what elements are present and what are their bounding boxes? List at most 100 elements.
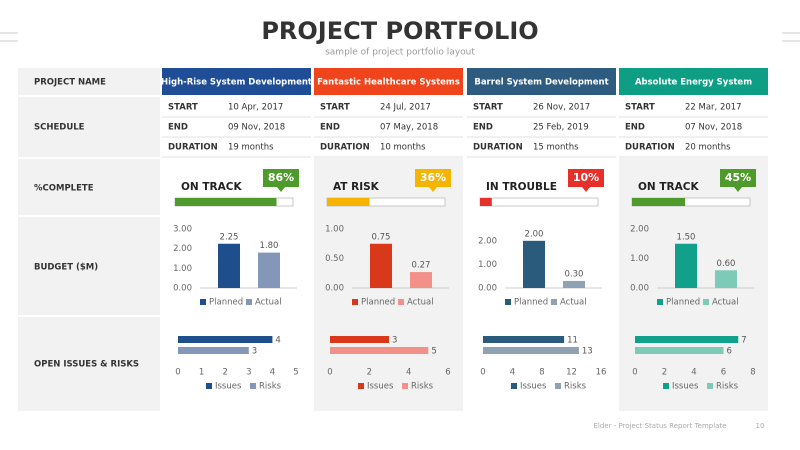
y-tick-label: 0.50	[325, 254, 344, 264]
x-tick-label: 5	[293, 368, 298, 378]
budget-bar	[410, 272, 432, 288]
issue-bar	[483, 336, 565, 343]
legend-label: Planned	[209, 298, 243, 308]
value-label: 5	[431, 347, 436, 357]
legend-swatch	[555, 383, 561, 389]
project-header	[619, 68, 768, 95]
row-labels: PROJECT NAME SCHEDULE %COMPLETE BUDGET (…	[34, 78, 139, 370]
schedule-value: 20 months	[685, 143, 731, 153]
budget-bar	[523, 240, 545, 288]
y-tick-label: 0.00	[173, 284, 192, 294]
legend-swatch	[206, 383, 212, 389]
schedule-value: 09 Nov, 2018	[228, 123, 285, 133]
y-tick-label: 1.00	[325, 225, 344, 235]
legend-swatch	[551, 299, 557, 305]
budget-bar	[563, 280, 585, 288]
legend-swatch	[352, 299, 358, 305]
schedule-value: 25 Feb, 2019	[533, 123, 589, 133]
schedule-label: END	[473, 123, 493, 133]
status: AT RISK	[333, 181, 380, 193]
issue-bar	[330, 347, 429, 354]
legend-label: Planned	[666, 298, 700, 308]
value-label: 13	[582, 347, 593, 357]
value-label: 4	[275, 336, 280, 346]
value-label: 1.80	[260, 241, 279, 251]
schedule-value: 19 months	[228, 143, 274, 153]
legend-swatch	[707, 383, 713, 389]
page-number: 10	[756, 422, 765, 430]
value-label: 0.75	[372, 232, 391, 242]
percent-label: 36%	[420, 171, 446, 184]
schedule-label: START	[320, 103, 350, 113]
value-label: 1.50	[677, 232, 696, 242]
value-label: 3	[392, 336, 397, 346]
subtitle: sample of project portfolio layout	[325, 48, 475, 58]
value-label: 3	[252, 347, 257, 357]
legend-label: Actual	[712, 298, 739, 308]
x-tick-label: 2	[662, 368, 667, 378]
value-label: 7	[741, 336, 746, 346]
schedule-value: 10 months	[380, 143, 426, 153]
legend-label: Planned	[514, 298, 548, 308]
legend-swatch	[358, 383, 364, 389]
value-label: 0.27	[412, 261, 431, 271]
legend-label: Planned	[361, 298, 395, 308]
value-label: 6	[727, 347, 732, 357]
project-name: Barrel System Development	[474, 78, 608, 88]
schedule-label: DURATION	[473, 143, 523, 153]
row-label: BUDGET ($M)	[34, 263, 98, 273]
issue-bar	[635, 336, 739, 343]
schedule-label: END	[625, 123, 645, 133]
label-column	[18, 68, 160, 411]
x-tick-label: 4	[406, 368, 411, 378]
y-tick-label: 2.00	[173, 244, 192, 254]
schedule-value: 26 Nov, 2017	[533, 103, 590, 113]
issue-bar	[178, 347, 249, 354]
legend-label: Issues	[367, 382, 394, 392]
percent-label: 86%	[268, 171, 294, 184]
legend-swatch	[398, 299, 404, 305]
legend-swatch	[246, 299, 252, 305]
legend-label: Issues	[215, 382, 242, 392]
legend-swatch	[505, 299, 511, 305]
issue-bar	[330, 336, 389, 343]
schedule-label: END	[320, 123, 340, 133]
y-tick-label: 3.00	[173, 225, 192, 235]
value-label: 11	[567, 336, 578, 346]
x-tick-label: 0	[327, 368, 332, 378]
budget-bar	[715, 270, 737, 288]
schedule-value: 07 May, 2018	[380, 123, 438, 133]
schedule-value: 07 Nov, 2018	[685, 123, 742, 133]
schedule-value: 24 Jul, 2017	[380, 103, 431, 113]
value-label: 0.60	[717, 259, 736, 269]
value-label: 0.30	[565, 269, 584, 279]
x-tick-label: 3	[246, 368, 251, 378]
status: ON TRACK	[181, 181, 242, 193]
schedule-label: DURATION	[625, 143, 675, 153]
status: ON TRACK	[638, 181, 699, 193]
percent-label: 45%	[725, 171, 751, 184]
legend-label: Actual	[560, 298, 587, 308]
project-name: Fantastic Healthcare Systems	[317, 78, 460, 88]
legend-label: Risks	[564, 382, 587, 392]
schedule-label: DURATION	[320, 143, 370, 153]
legend-swatch	[703, 299, 709, 305]
x-tick-label: 4	[270, 368, 275, 378]
legend-label: Issues	[672, 382, 699, 392]
legend-swatch	[200, 299, 206, 305]
x-tick-label: 4	[691, 368, 696, 378]
x-tick-label: 2	[222, 368, 227, 378]
schedule-label: START	[168, 103, 198, 113]
legend-label: Actual	[407, 298, 434, 308]
x-tick-label: 1	[199, 368, 204, 378]
percent-badge	[263, 169, 299, 192]
y-tick-label: 2.00	[478, 236, 497, 246]
title: PROJECT PORTFOLIO	[261, 17, 538, 45]
budget-bar	[258, 252, 280, 288]
legend-swatch	[657, 299, 663, 305]
value-label: 2.00	[525, 229, 544, 239]
legend-swatch	[663, 383, 669, 389]
percent-badge	[568, 169, 604, 192]
y-tick-label: 2.00	[630, 225, 649, 235]
